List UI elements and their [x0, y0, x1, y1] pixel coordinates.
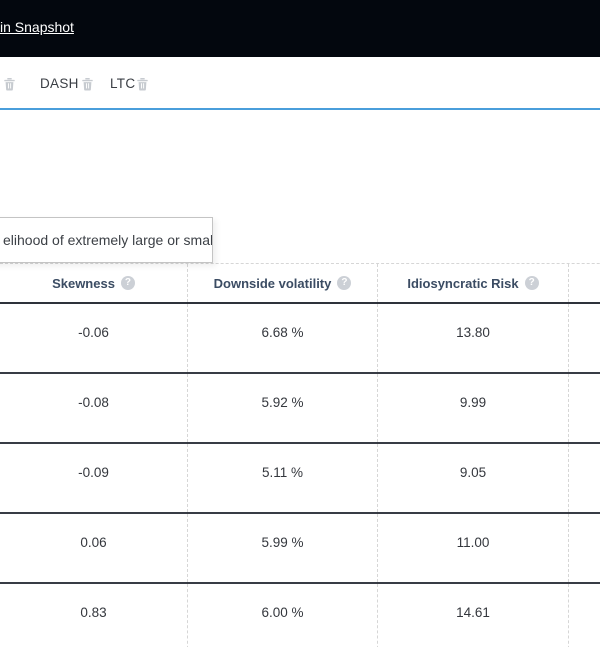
cell-skewness: -0.06 — [0, 304, 188, 372]
cell-idiosyncratic-risk: 14.61 — [378, 584, 569, 647]
help-tooltip: elihood of extremely large or small — [0, 217, 213, 263]
table-row: 0.83 6.00 % 14.61 — [0, 584, 600, 647]
metrics-table: Skewness ? Downside volatility ? Idiosyn… — [0, 263, 600, 647]
trash-icon[interactable] — [136, 77, 149, 91]
cell-clipped — [569, 304, 600, 372]
table-header-row: Skewness ? Downside volatility ? Idiosyn… — [0, 264, 600, 304]
coin-tag-label: DASH — [40, 76, 79, 91]
cell-downside-volatility: 5.92 % — [188, 374, 378, 442]
cell-skewness: -0.09 — [0, 444, 188, 512]
cell-skewness: 0.83 — [0, 584, 188, 647]
trash-icon[interactable] — [3, 77, 16, 91]
column-header-downside-volatility: Downside volatility ? — [188, 264, 378, 302]
cell-clipped — [569, 584, 600, 647]
cell-skewness: 0.06 — [0, 514, 188, 582]
cell-clipped — [569, 514, 600, 582]
cell-downside-volatility: 5.11 % — [188, 444, 378, 512]
cell-idiosyncratic-risk: 9.05 — [378, 444, 569, 512]
column-header-label: Skewness — [52, 275, 115, 291]
table-row: 0.06 5.99 % 11.00 — [0, 514, 600, 584]
cell-downside-volatility: 6.68 % — [188, 304, 378, 372]
column-header-clipped — [569, 264, 600, 302]
cell-downside-volatility: 6.00 % — [188, 584, 378, 647]
cell-idiosyncratic-risk: 9.99 — [378, 374, 569, 442]
trash-icon[interactable] — [81, 77, 94, 91]
cell-idiosyncratic-risk: 13.80 — [378, 304, 569, 372]
cell-clipped — [569, 374, 600, 442]
table-row: -0.06 6.68 % 13.80 — [0, 304, 600, 374]
table-row: -0.08 5.92 % 9.99 — [0, 374, 600, 444]
column-header-idiosyncratic-risk: Idiosyncratic Risk ? — [378, 264, 569, 302]
cell-skewness: -0.08 — [0, 374, 188, 442]
table-row: -0.09 5.11 % 9.05 — [0, 444, 600, 514]
section-divider — [0, 108, 600, 110]
snapshot-link[interactable]: in Snapshot — [0, 19, 74, 35]
cell-downside-volatility: 5.99 % — [188, 514, 378, 582]
help-icon[interactable]: ? — [120, 276, 135, 290]
help-icon[interactable]: ? — [337, 276, 352, 290]
help-icon[interactable]: ? — [524, 276, 539, 290]
column-header-skewness: Skewness ? — [0, 264, 188, 302]
coin-tag-row: DASH LTC — [0, 70, 600, 98]
column-header-label: Idiosyncratic Risk — [407, 275, 519, 291]
help-tooltip-text: elihood of extremely large or small — [3, 232, 213, 248]
cell-idiosyncratic-risk: 11.00 — [378, 514, 569, 582]
top-navbar: in Snapshot — [0, 0, 600, 57]
cell-clipped — [569, 444, 600, 512]
coin-tag-label: LTC — [110, 76, 136, 91]
column-header-label: Downside volatility — [213, 275, 332, 291]
